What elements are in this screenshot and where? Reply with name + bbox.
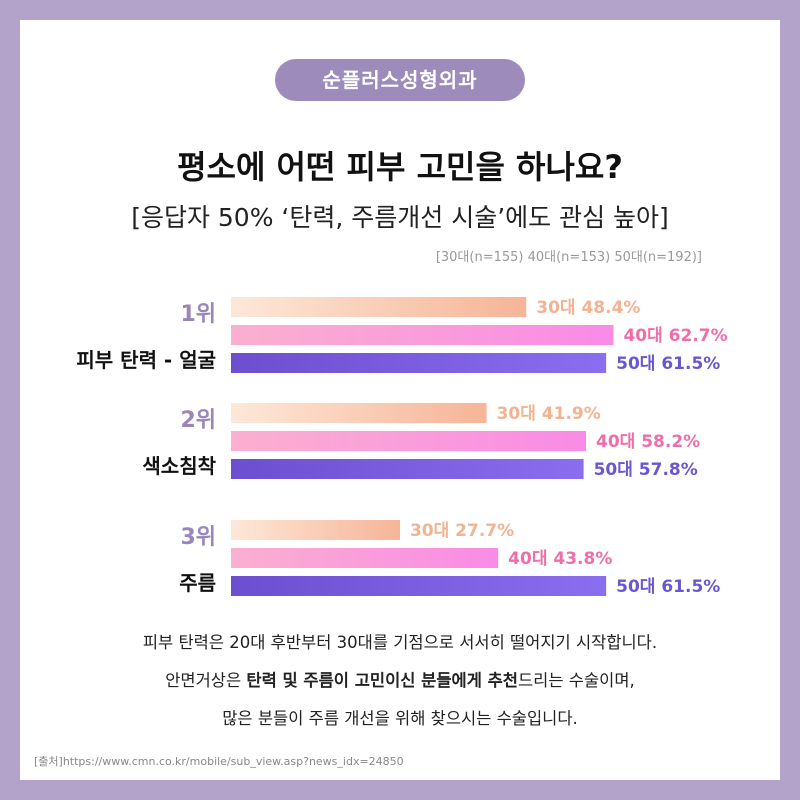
bar-40대-2 <box>231 431 587 451</box>
bar-50대-1 <box>231 353 607 373</box>
infographic-card: 순플러스성형외과 평소에 어떤 피부 고민을 하나요? [응답자 50% ‘탄력… <box>20 20 780 780</box>
bar-50대-3 <box>231 576 607 596</box>
source-citation: [출처]https://www.cmn.co.kr/mobile/sub_vie… <box>34 755 404 768</box>
brand-badge: 순플러스성형외과 <box>275 59 525 101</box>
page-title: 평소에 어떤 피부 고민을 하나요? <box>177 148 623 186</box>
value-label-50대-2: 50대 57.8% <box>594 460 698 480</box>
value-label-30대-2: 30대 41.9% <box>497 404 601 424</box>
rank-number-1: 1위 <box>180 302 216 327</box>
description: 피부 탄력은 20대 후반부터 30대를 기점으로 서서히 떨어지기 시작합니다… <box>20 624 780 738</box>
value-label-50대-3: 50대 61.5% <box>616 577 720 597</box>
value-label-50대-1: 50대 61.5% <box>616 354 720 374</box>
bar-40대-3 <box>231 548 499 568</box>
sample-size-note: [30대(n=155) 40대(n=153) 50대(n=192)] <box>435 250 702 265</box>
description-line-2: 안면거상은 탄력 및 주름이 고민이신 분들에게 추천드리는 수술이며, <box>20 662 780 700</box>
value-label-40대-1: 40대 62.7% <box>623 326 727 346</box>
bar-30대-3 <box>231 520 400 540</box>
value-label-40대-2: 40대 58.2% <box>596 432 700 452</box>
bar-30대-1 <box>231 297 527 317</box>
value-label-30대-1: 30대 48.4% <box>536 298 640 318</box>
category-label-1: 피부 탄력 - 얼굴 <box>76 348 216 372</box>
category-label-3: 주름 <box>179 571 216 595</box>
bar-40대-1 <box>231 325 614 345</box>
description-line-2-pre: 안면거상은 <box>165 671 247 690</box>
category-label-2: 색소침착 <box>142 454 216 478</box>
description-line-2-bold: 탄력 및 주름이 고민이신 분들에게 추천 <box>246 671 518 690</box>
description-line-2-post: 드리는 수술이며, <box>518 671 635 690</box>
value-label-40대-3: 40대 43.8% <box>508 549 612 569</box>
page-subtitle: [응답자 50% ‘탄력, 주름개선 시술’에도 관심 높아] <box>131 203 669 232</box>
rank-number-2: 2위 <box>180 408 216 433</box>
description-line-3: 많은 분들이 주름 개선을 위해 찾으시는 수술입니다. <box>222 709 578 728</box>
bar-50대-2 <box>231 459 584 479</box>
bar-30대-2 <box>231 403 487 423</box>
rank-number-3: 3위 <box>180 525 216 550</box>
value-label-30대-3: 30대 27.7% <box>410 521 514 541</box>
description-line-1: 피부 탄력은 20대 후반부터 30대를 기점으로 서서히 떨어지기 시작합니다… <box>142 633 658 652</box>
